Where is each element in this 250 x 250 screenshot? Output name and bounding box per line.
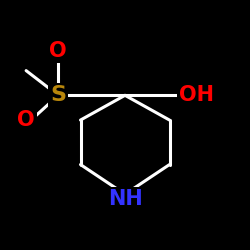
Text: OH: OH [179, 85, 214, 105]
Text: O: O [50, 41, 67, 61]
Text: NH: NH [108, 189, 142, 209]
Text: O: O [17, 110, 35, 130]
Text: S: S [50, 85, 66, 105]
